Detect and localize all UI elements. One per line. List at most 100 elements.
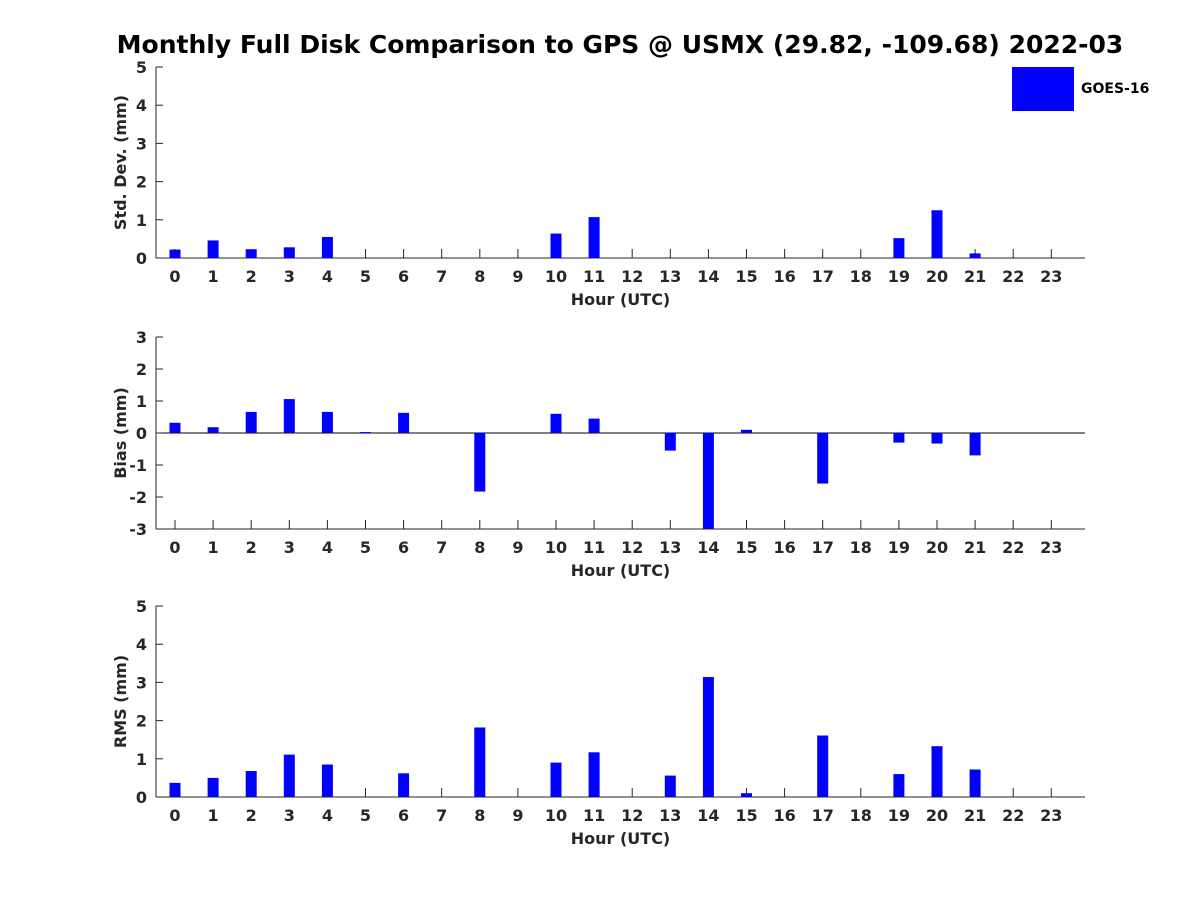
bar-hour-0 bbox=[169, 249, 181, 258]
y-tick-label: 4 bbox=[136, 96, 147, 115]
x-tick-label: 14 bbox=[697, 538, 719, 557]
bar-hour-1 bbox=[207, 240, 219, 258]
y-tick-label: 1 bbox=[136, 392, 147, 411]
x-tick-label: 8 bbox=[474, 267, 485, 286]
x-tick-label: 10 bbox=[545, 806, 567, 825]
x-tick-label: 20 bbox=[926, 538, 948, 557]
x-axis-label: Hour (UTC) bbox=[571, 290, 671, 309]
bar-hour-13 bbox=[664, 433, 676, 451]
x-tick-label: 8 bbox=[474, 806, 485, 825]
x-tick-label: 21 bbox=[964, 806, 986, 825]
y-tick-label: 1 bbox=[136, 211, 147, 230]
x-tick-label: 9 bbox=[512, 538, 523, 557]
y-tick-label: 0 bbox=[136, 249, 147, 268]
bar-hour-20 bbox=[931, 210, 943, 258]
x-tick-label: 12 bbox=[621, 806, 643, 825]
x-tick-label: 7 bbox=[436, 538, 447, 557]
x-tick-label: 19 bbox=[888, 538, 910, 557]
bar-hour-14 bbox=[702, 677, 714, 797]
x-tick-label: 23 bbox=[1040, 538, 1062, 557]
x-tick-label: 14 bbox=[697, 267, 719, 286]
x-tick-label: 4 bbox=[322, 538, 333, 557]
legend-label: GOES-16 bbox=[1081, 81, 1150, 97]
y-tick-label: 5 bbox=[136, 58, 147, 77]
x-tick-label: 1 bbox=[208, 538, 219, 557]
y-tick-label: 5 bbox=[136, 597, 147, 616]
bar-hour-10 bbox=[550, 233, 562, 258]
x-tick-label: 11 bbox=[583, 806, 605, 825]
bar-hour-21 bbox=[969, 253, 981, 258]
y-tick-label: -3 bbox=[129, 520, 147, 539]
bar-hour-15 bbox=[741, 429, 752, 433]
bar-hour-4 bbox=[321, 764, 333, 797]
y-tick-label: 0 bbox=[136, 788, 147, 807]
bar-hour-15 bbox=[741, 793, 752, 797]
y-tick-label: 3 bbox=[136, 673, 147, 692]
bar-hour-20 bbox=[931, 433, 943, 444]
x-tick-label: 1 bbox=[208, 267, 219, 286]
bar-hour-17 bbox=[817, 433, 829, 484]
bar-hour-5 bbox=[360, 432, 371, 434]
x-tick-label: 0 bbox=[169, 267, 180, 286]
bar-hour-17 bbox=[817, 735, 829, 797]
chart-title: Monthly Full Disk Comparison to GPS @ US… bbox=[116, 30, 1124, 59]
y-tick-label: 0 bbox=[136, 424, 147, 443]
y-tick-label: 3 bbox=[136, 328, 147, 347]
bar-hour-6 bbox=[398, 412, 410, 433]
x-tick-label: 3 bbox=[284, 538, 295, 557]
x-tick-label: 18 bbox=[850, 806, 872, 825]
bar-hour-21 bbox=[969, 433, 981, 456]
x-tick-label: 6 bbox=[398, 806, 409, 825]
x-tick-label: 12 bbox=[621, 267, 643, 286]
bar-hour-2 bbox=[245, 771, 257, 797]
x-tick-label: 16 bbox=[773, 267, 795, 286]
x-tick-label: 5 bbox=[360, 806, 371, 825]
y-tick-label: -1 bbox=[129, 456, 147, 475]
x-tick-label: 5 bbox=[360, 267, 371, 286]
y-tick-label: 2 bbox=[136, 173, 147, 192]
x-tick-label: 15 bbox=[735, 538, 757, 557]
bar-hour-21 bbox=[969, 769, 981, 797]
x-axis-label: Hour (UTC) bbox=[571, 561, 671, 580]
bar-hour-11 bbox=[588, 752, 600, 797]
bar-hour-13 bbox=[664, 775, 676, 797]
bar-hour-20 bbox=[931, 746, 943, 797]
y-axis-label: RMS (mm) bbox=[111, 655, 130, 748]
bar-hour-4 bbox=[321, 236, 333, 258]
x-tick-label: 18 bbox=[850, 538, 872, 557]
x-tick-label: 11 bbox=[583, 538, 605, 557]
x-tick-label: 20 bbox=[926, 267, 948, 286]
bar-hour-19 bbox=[893, 774, 905, 797]
x-tick-label: 11 bbox=[583, 267, 605, 286]
x-tick-label: 23 bbox=[1040, 806, 1062, 825]
x-tick-label: 17 bbox=[812, 267, 834, 286]
x-tick-label: 14 bbox=[697, 806, 719, 825]
x-tick-label: 2 bbox=[246, 538, 257, 557]
x-tick-label: 19 bbox=[888, 267, 910, 286]
x-tick-label: 17 bbox=[812, 806, 834, 825]
x-tick-label: 6 bbox=[398, 267, 409, 286]
x-tick-label: 4 bbox=[322, 806, 333, 825]
x-tick-label: 17 bbox=[812, 538, 834, 557]
x-tick-label: 2 bbox=[246, 806, 257, 825]
bar-hour-19 bbox=[893, 433, 905, 443]
x-tick-label: 9 bbox=[512, 267, 523, 286]
x-tick-label: 1 bbox=[208, 806, 219, 825]
x-tick-label: 13 bbox=[659, 538, 681, 557]
bar-hour-1 bbox=[207, 427, 219, 433]
bar-hour-14 bbox=[702, 433, 714, 529]
x-tick-label: 21 bbox=[964, 538, 986, 557]
x-tick-label: 5 bbox=[360, 538, 371, 557]
x-tick-label: 13 bbox=[659, 806, 681, 825]
bar-hour-11 bbox=[588, 418, 600, 433]
y-axis-label: Bias (mm) bbox=[111, 387, 130, 479]
bar-hour-0 bbox=[169, 422, 181, 433]
x-tick-label: 2 bbox=[246, 267, 257, 286]
y-axis-label: Std. Dev. (mm) bbox=[111, 95, 130, 230]
legend-swatch bbox=[1012, 67, 1074, 111]
x-tick-label: 22 bbox=[1002, 267, 1024, 286]
bar-hour-3 bbox=[283, 399, 295, 433]
bar-hour-1 bbox=[207, 777, 219, 797]
